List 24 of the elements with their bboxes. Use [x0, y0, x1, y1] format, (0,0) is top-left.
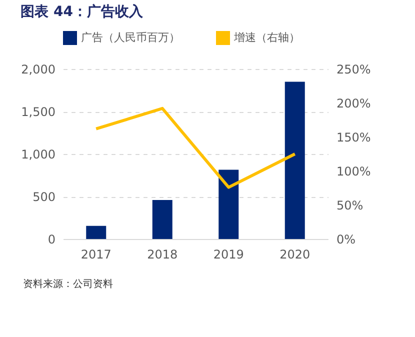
y2-tick-label: 250% — [336, 62, 371, 76]
text: 资料来源：公司资料 — [23, 278, 113, 290]
bar — [284, 82, 305, 239]
legend-label: 广告（人民币百万） — [81, 31, 180, 44]
y2-tick-label: 50% — [336, 198, 364, 212]
bar — [218, 170, 239, 239]
y-tick-label: 0 — [48, 232, 56, 246]
x-tick-label: 2018 — [147, 248, 178, 262]
y-tick-label: 1,000 — [21, 148, 56, 162]
x-tick-label: 2017 — [80, 248, 112, 262]
x-tick-label: 2020 — [280, 248, 310, 262]
legend-label: 增速（右轴） — [233, 31, 300, 44]
x-tick-label: 2019 — [213, 248, 244, 262]
line-series — [94, 106, 296, 189]
chart-title: 图表 44：广告收入 — [20, 3, 144, 20]
y-tick-label: 2,000 — [21, 62, 56, 76]
y2-tick-label: 0% — [336, 232, 356, 246]
y2-tick-label: 200% — [336, 96, 371, 110]
y-tick-label: 1,500 — [21, 105, 56, 119]
bar — [86, 226, 106, 239]
bar — [152, 200, 172, 239]
y2-tick-label: 150% — [336, 130, 371, 144]
y-tick-label: 500 — [32, 190, 56, 204]
y2-tick-label: 100% — [336, 164, 371, 178]
